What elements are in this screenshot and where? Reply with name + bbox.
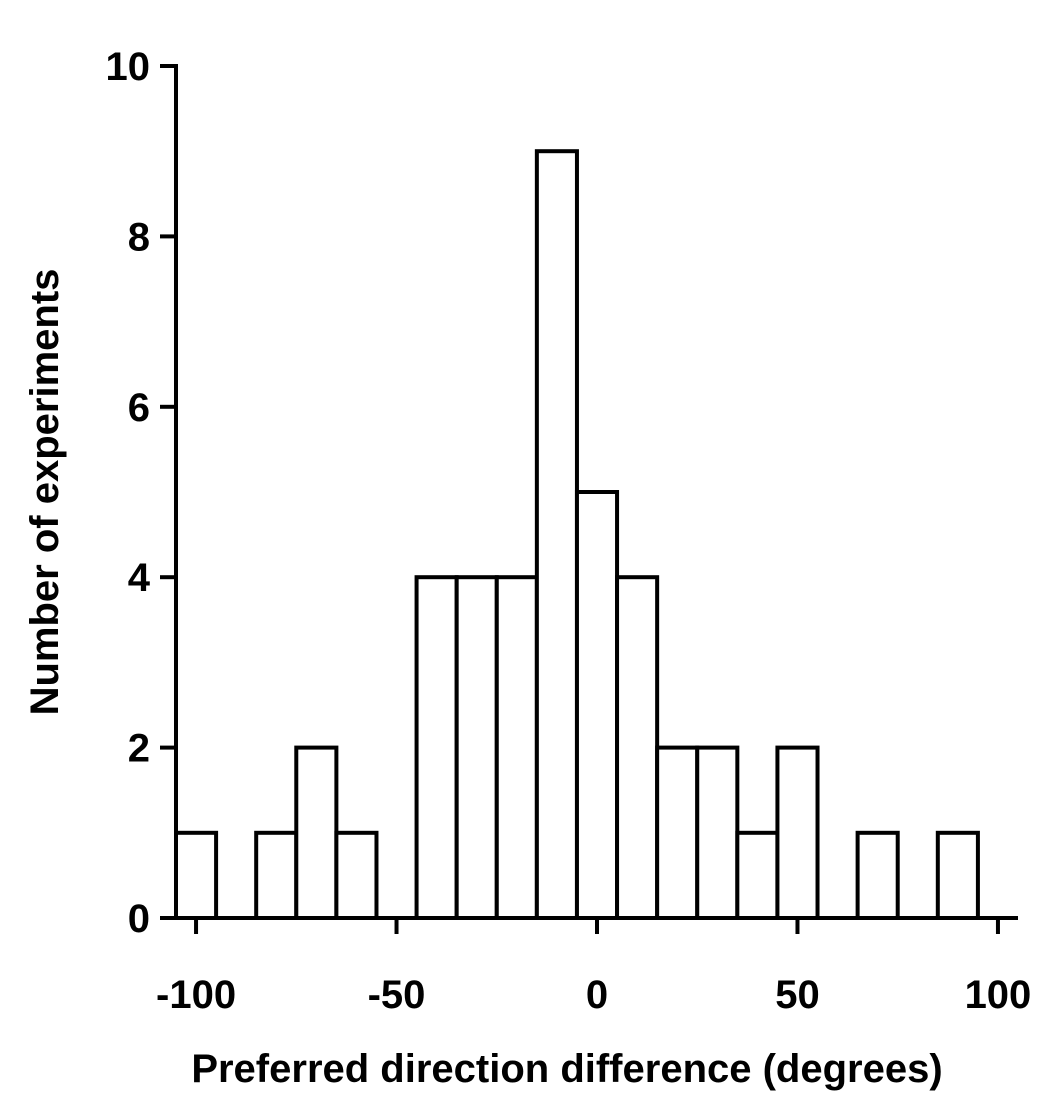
histogram-bar [294,745,339,920]
y-tick-label: 10 [106,45,151,89]
x-ticks-layer: -100 -50 0 50 100 [156,918,1031,1017]
x-axis-title: Preferred direction difference (degrees) [191,1047,942,1091]
histogram-bar [935,830,980,920]
histogram-bar [695,745,740,920]
y-tick-label: 8 [128,215,150,259]
histogram-bar [655,745,700,920]
histogram-bar [855,830,900,920]
histogram-bar [574,490,620,920]
histogram-bar [414,575,459,920]
histogram-bar [735,830,780,920]
x-tick-label: -50 [368,973,426,1017]
histogram-bar [534,149,579,920]
y-axis-title: Number of experiments [23,269,67,716]
y-tick-label: 6 [128,386,150,430]
histogram-bar [494,575,539,920]
histogram-bar [775,745,820,920]
histogram-bar [174,830,219,920]
x-tick-label: -100 [156,973,236,1017]
bars-layer [174,149,980,920]
x-tick-label: 0 [586,973,608,1017]
x-tick-label: 100 [965,973,1032,1017]
y-tick-label: 4 [128,556,151,600]
histogram-bar [454,575,499,920]
histogram-bar [334,830,379,920]
histogram-bar [615,575,660,920]
y-tick-label: 2 [128,727,150,771]
histogram-bar [254,830,299,920]
y-tick-label: 0 [128,897,150,941]
x-tick-label: 50 [775,973,820,1017]
y-ticks-layer: 0 2 4 6 8 10 [106,45,176,941]
